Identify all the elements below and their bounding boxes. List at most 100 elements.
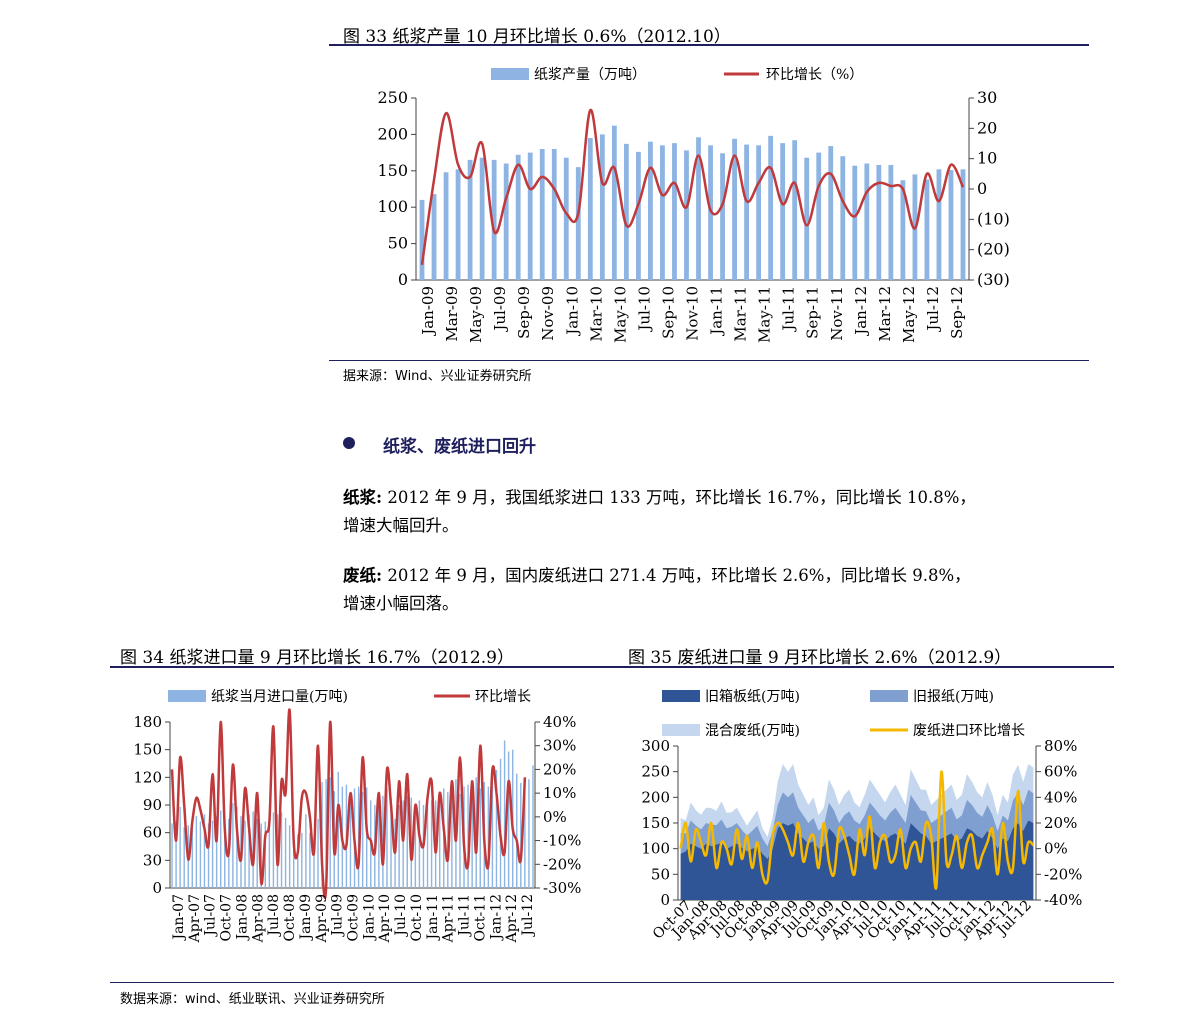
bar [623, 143, 629, 280]
bar [507, 751, 510, 888]
bar [280, 812, 283, 888]
fig35-legend-a: 旧箱板纸(万吨) [705, 689, 800, 705]
x-tick-label: Sep-09 [515, 286, 533, 339]
bar [495, 769, 498, 888]
bar [244, 820, 246, 888]
left-tick-label: 0 [660, 891, 670, 909]
left-tick-label: 50 [651, 865, 670, 883]
bar [520, 782, 522, 888]
bar [900, 180, 906, 280]
bullet-icon [343, 437, 355, 449]
bar [365, 787, 368, 888]
x-tick-label: Jan-12 [488, 894, 504, 942]
left-tick-label: 0 [152, 879, 162, 897]
bar [539, 148, 545, 280]
paragraph-wastepaper: 废纸: 2012 年 9 月，国内废纸进口 271.4 万吨，环比增长 2.6%… [343, 562, 1103, 618]
bar [430, 800, 433, 888]
right-tick-label: -30% [543, 879, 581, 897]
right-tick-label: 60% [1044, 763, 1077, 781]
right-tick-label: -10% [543, 832, 581, 850]
left-tick-label: 200 [377, 124, 408, 143]
x-tick-label: Jul-09 [330, 894, 346, 938]
bar [499, 758, 502, 888]
bar [672, 143, 677, 280]
bar [361, 792, 364, 888]
right-tick-label: 80% [1044, 737, 1077, 755]
left-tick-label: 120 [133, 768, 162, 786]
left-tick-label: 150 [133, 741, 162, 759]
fig34-legend-line: 环比增长 [475, 689, 531, 705]
x-tick-label: Jan-12 [852, 286, 870, 337]
bar [467, 159, 473, 280]
x-tick-label: May-09 [467, 286, 485, 343]
area-series [680, 764, 1034, 847]
bar [402, 800, 404, 888]
bar [575, 167, 581, 280]
x-tick-label: Jan-09 [419, 286, 437, 337]
bar [219, 810, 222, 888]
bar [491, 159, 497, 280]
fig35-chart: 旧箱板纸(万吨) 旧报纸(万吨) 混合废纸(万吨) 废纸进口环比增长 0 50 10… [641, 689, 1082, 944]
bar [292, 830, 295, 888]
bar [840, 156, 846, 280]
bar [768, 135, 774, 280]
bar [406, 795, 408, 888]
x-tick-label: Jan-11 [708, 286, 726, 337]
bar [313, 837, 315, 888]
pulp-text2: 增速大幅回升。 [343, 516, 459, 535]
fig34-legend-bar-swatch [168, 690, 206, 702]
left-tick-label: 100 [641, 840, 670, 858]
fig34-chart: 纸浆当月进口量(万吨) 环比增长 0 30 60 90 120 150 180 -30% -20… [133, 689, 581, 943]
bar [532, 765, 534, 888]
right-tick-label: (20) [977, 240, 1010, 259]
fig33-top-rule [329, 44, 1089, 46]
x-tick-label: Jul-09 [491, 286, 509, 333]
right-tick-label: 40% [543, 713, 576, 731]
bar [876, 164, 882, 280]
bar [611, 125, 617, 280]
bar [948, 170, 954, 280]
fig33-title: 图 33 纸浆产量 10 月环比增长 0.6%（2012.10） [343, 27, 731, 47]
bar [256, 818, 258, 888]
bar [382, 795, 384, 888]
right-tick-label: 10 [977, 149, 997, 168]
fig33-legend-bar: 纸浆产量（万吨） [534, 67, 646, 83]
bar [551, 148, 557, 280]
bar [720, 153, 725, 280]
x-tick-label: Apr-07 [187, 894, 203, 943]
x-tick-label: Apr-10 [377, 894, 393, 943]
x-tick-label: Jan-07 [171, 894, 187, 942]
bar [744, 144, 750, 280]
x-tick-label: Apr-08 [250, 894, 266, 943]
right-tick-label: 30 [977, 88, 997, 107]
bar [179, 806, 181, 888]
bar [696, 137, 701, 280]
x-tick-label: Oct-08 [282, 894, 298, 942]
x-tick-label: Jul-10 [635, 286, 653, 333]
bar [171, 823, 173, 888]
x-tick-label: Jan-10 [361, 894, 377, 942]
x-tick-label: Jul-12 [924, 286, 942, 333]
bar [467, 784, 469, 888]
fig34-35-top-rule [110, 666, 1114, 668]
x-tick-label: Nov-10 [684, 286, 702, 341]
bar [648, 141, 653, 280]
bar [248, 814, 250, 888]
fig34-35-bottom-rule [110, 982, 1114, 983]
x-tick-label: Mar-12 [876, 286, 894, 342]
left-tick-label: 60 [143, 824, 162, 842]
x-tick-label: May-12 [900, 286, 918, 343]
bar [780, 143, 786, 280]
bar [516, 773, 518, 888]
x-tick-label: Apr-12 [504, 894, 520, 943]
x-tick-label: Oct-09 [346, 894, 362, 942]
x-tick-label: May-10 [611, 286, 629, 343]
bar [455, 169, 461, 280]
bar [203, 814, 206, 888]
bar [418, 800, 421, 888]
x-tick-label: Oct-07 [219, 894, 235, 942]
left-tick-label: 180 [133, 713, 162, 731]
bar [443, 172, 449, 280]
bar [756, 145, 762, 280]
x-tick-label: Mar-10 [587, 286, 605, 342]
